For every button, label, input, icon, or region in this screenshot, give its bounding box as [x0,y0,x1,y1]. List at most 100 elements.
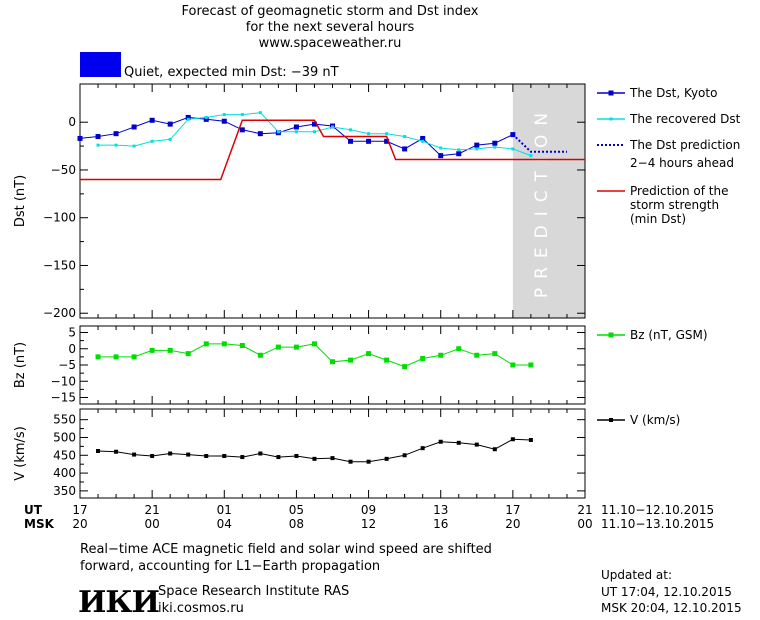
data-point-v-0 [438,439,443,444]
data-point-dst-1 [204,115,208,119]
data-point-dst-0 [203,116,209,122]
data-point-dst-1 [511,147,515,151]
data-point-v-0 [366,459,371,464]
dst-ytick-label: −200 [43,306,76,320]
data-point-bz-0 [348,357,354,363]
msk-tick-label: 16 [433,517,449,531]
data-point-bz-0 [113,354,119,360]
data-point-v-0 [114,449,119,454]
data-point-dst-1 [96,143,100,147]
series-line-dst-3 [80,119,585,181]
ut-tick-label: 13 [433,503,449,517]
data-point-v-0 [312,456,317,461]
data-point-dst-0 [402,146,408,152]
data-point-v-0 [330,456,335,461]
footer-note-line2: forward, accounting for L1−Earth propaga… [80,559,381,574]
updated-label: Updated at: [601,568,672,582]
bz-ytick-label: 5 [68,326,76,340]
data-point-bz-0 [221,341,227,347]
iki-logo: ИКИ [78,585,160,620]
updated-ut: UT 17:04, 12.10.2015 [601,585,732,599]
data-point-dst-0 [149,117,155,123]
data-point-dst-0 [420,135,426,141]
msk-label: MSK [24,517,54,531]
bz-ytick-label: −5 [58,358,76,372]
data-point-v-0 [222,453,227,458]
legend-bz: Bz (nT, GSM) [630,328,708,342]
data-point-bz-0 [474,352,480,358]
data-point-dst-1 [240,113,244,117]
data-point-v-0 [474,442,479,447]
msk-tick-label: 08 [288,517,305,531]
data-point-bz-0 [257,352,263,358]
data-point-dst-1 [457,148,461,152]
data-point-dst-0 [113,131,119,137]
data-point-bz-0 [167,347,173,353]
msk-tick-label: 20 [72,517,88,531]
data-point-dst-1 [349,128,353,132]
data-point-bz-0 [402,364,408,370]
data-point-bz-0 [492,351,498,357]
series-line-bz-0 [98,343,531,368]
data-point-dst-1 [222,113,226,117]
data-point-bz-0 [185,351,191,357]
data-point-dst-1 [294,130,298,134]
ut-tick-label: 17 [505,503,521,517]
bz-ylabel: Bz (nT) [13,342,28,388]
ut-tick-label: 21 [144,503,160,517]
data-point-dst-0 [348,138,354,144]
ut-tick-label: 09 [360,503,377,517]
data-point-bz-0 [95,354,101,360]
data-point-v-0 [204,453,209,458]
series-line-dst-1 [98,112,532,157]
data-point-dst-1 [421,139,425,143]
prediction-band [512,84,585,318]
v-ytick-label: 350 [53,484,76,498]
data-point-bz-0 [366,351,372,357]
data-point-dst-0 [438,153,444,159]
data-point-dst-0 [456,151,462,157]
bz-ytick-label: 0 [68,342,76,356]
data-point-dst-1 [403,135,407,139]
bz-ytick-label: −15 [51,391,76,405]
msk-tick-label: 04 [216,517,232,531]
data-point-v-0 [528,437,533,442]
v-ytick-label: 450 [53,448,76,462]
bz-ytick-label: −10 [51,374,76,388]
data-point-bz-0 [330,359,335,365]
data-point-dst-1 [529,154,533,158]
data-point-v-0 [510,437,515,442]
data-point-bz-0 [438,352,444,358]
series-line-dst-0 [79,116,514,157]
data-point-dst-1 [439,146,443,150]
legend-v: V (km/s) [630,413,681,427]
ut-tick-label: 01 [216,503,232,517]
msk-range: 11.10−13.10.2015 [601,517,715,531]
legend-dst-prediction: The Dst prediction [630,138,741,152]
v-panel-frame [79,408,586,499]
data-point-dst-1 [168,137,172,141]
site-url[interactable]: www.spaceweather.ru [258,36,402,51]
data-point-bz-0 [456,346,462,352]
data-point-dst-1 [367,132,371,136]
data-point-v-0 [294,453,299,458]
updated-msk: MSK 20:04, 12.10.2015 [601,601,742,615]
v-ytick-label: 500 [53,430,76,444]
data-point-v-0 [456,440,461,445]
data-point-bz-0 [149,347,155,353]
legend-swatch-recovered-marker [609,117,613,121]
data-point-dst-0 [384,138,390,144]
org-site[interactable]: iki.cosmos.ru [158,601,244,616]
chart-title-line1: Forecast of geomagnetic storm and Dst in… [181,4,479,19]
v-ytick-label: 400 [53,466,76,480]
data-point-dst-0 [257,131,263,137]
data-point-v-0 [168,451,173,456]
data-point-bz-0 [131,354,137,360]
data-point-bz-0 [203,341,209,347]
data-point-bz-0 [510,362,516,368]
data-point-bz-0 [275,344,281,350]
legend-storm-l3: (min Dst) [630,212,687,226]
legend-storm: Prediction of the [630,184,729,198]
v-ylabel: V (km/s) [13,426,28,481]
